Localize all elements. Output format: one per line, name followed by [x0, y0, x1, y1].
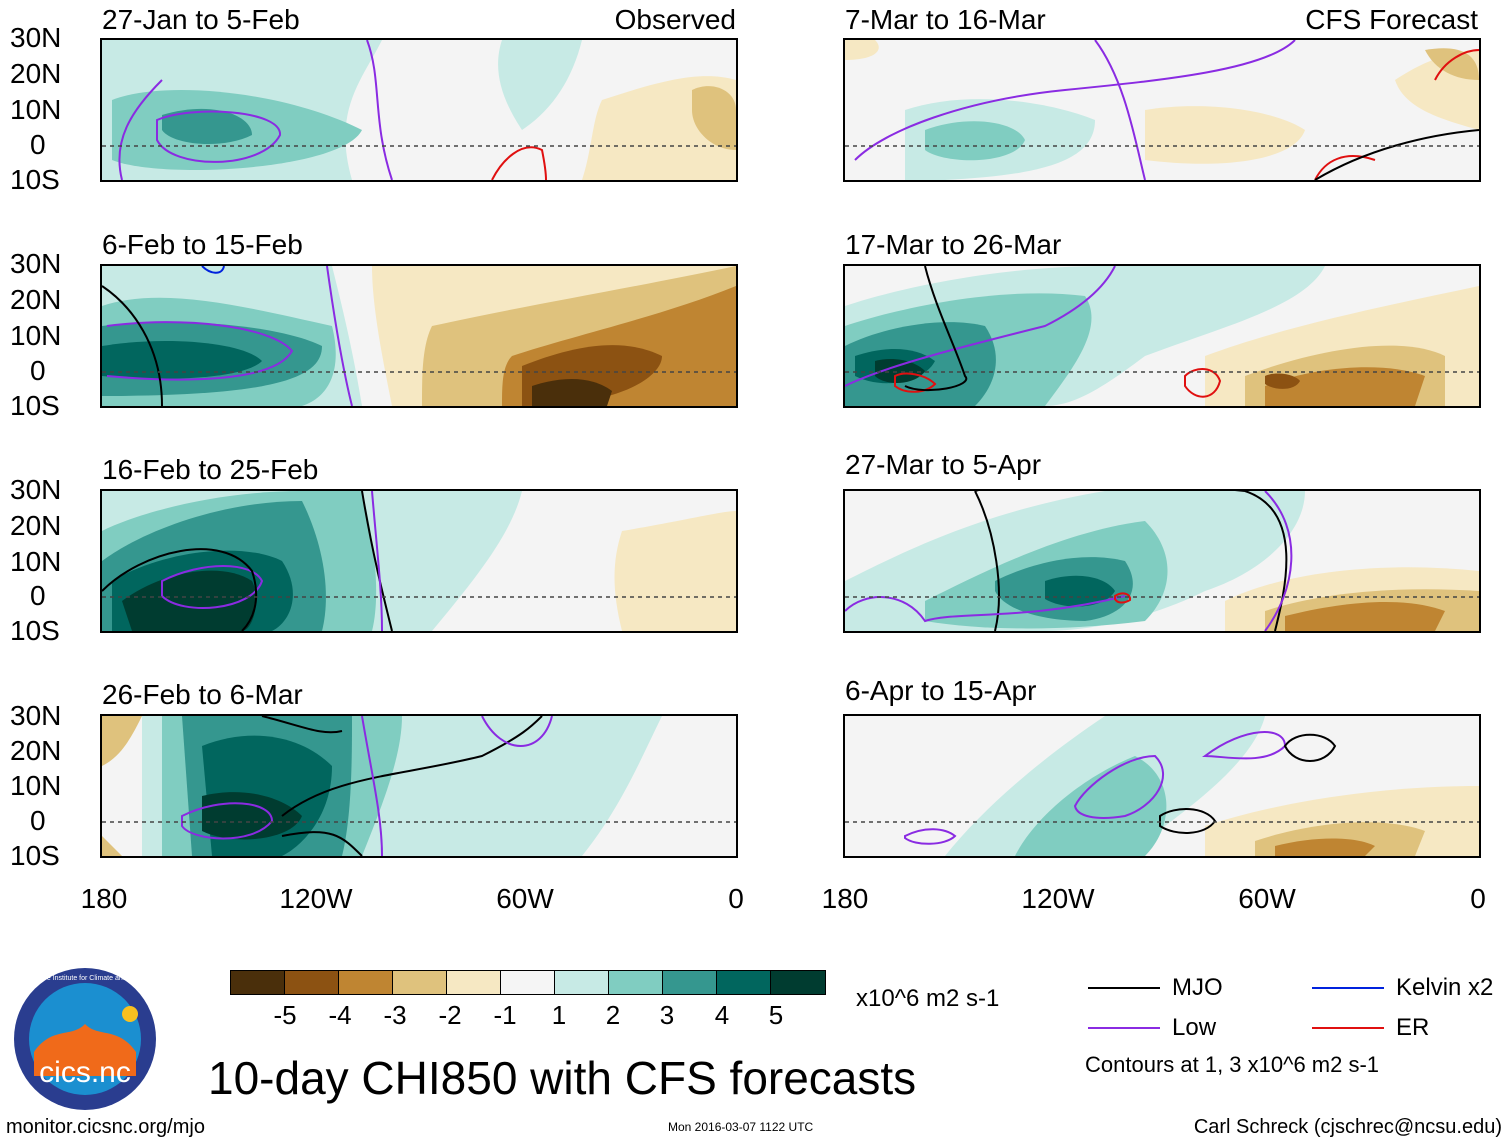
logo-text: cics.nc [39, 1056, 131, 1089]
anomaly-field [845, 266, 1479, 406]
colorbar-cell [663, 971, 717, 994]
panel-title: 27-Mar to 5-Apr [845, 449, 1042, 480]
legend-label: ER [1396, 1014, 1430, 1041]
y-tick: 0 [30, 580, 46, 611]
observed-label: Observed [614, 4, 736, 35]
panel-title: 17-Mar to 26-Mar [845, 229, 1062, 260]
map-panel-fcst-4 [843, 714, 1481, 858]
y-tick: 20N [10, 58, 62, 89]
legend-label: Kelvin x2 [1396, 974, 1494, 1001]
map-panel-obs-3 [100, 489, 738, 633]
anomaly-field [102, 40, 736, 180]
colorbar-tick: 4 [714, 1000, 730, 1030]
colorbar-tick: -5 [273, 1000, 297, 1030]
y-tick: 10S [10, 615, 60, 646]
colorbar [230, 970, 826, 995]
contour-note: Contours at 1, 3 x10^6 m2 s-1 [1085, 1052, 1380, 1077]
y-tick: 20N [10, 735, 62, 766]
y-tick: 10S [10, 840, 60, 871]
x-tick: 0 [1470, 883, 1486, 914]
x-tick: 60W [496, 883, 554, 914]
panel-title: 7-Mar to 16-Mar [845, 4, 1046, 35]
legend-swatch [1312, 987, 1384, 989]
legend-swatch [1088, 1027, 1160, 1029]
author-credit: Carl Schreck (cjschrec@ncsu.edu) [1193, 1116, 1502, 1138]
colorbar-tick: -1 [493, 1000, 517, 1030]
legend-swatch [1312, 1027, 1384, 1029]
colorbar-tick: -3 [383, 1000, 407, 1030]
y-tick: 10N [10, 546, 62, 577]
colorbar-cell [501, 971, 555, 994]
panel-title: 27-Jan to 5-Feb [102, 4, 300, 35]
timestamp: Mon 2016-03-07 1122 UTC [668, 1120, 814, 1134]
y-tick: 30N [10, 700, 62, 731]
colorbar-cell [771, 971, 825, 994]
colorbar-cell [609, 971, 663, 994]
anomaly-field [845, 491, 1479, 631]
y-tick: 30N [10, 248, 62, 279]
colorbar-cell [393, 971, 447, 994]
cics-logo: cics.nc Cooperative Institute for Climat… [13, 968, 157, 1110]
map-panel-fcst-1 [843, 38, 1481, 182]
y-tick: 0 [30, 805, 46, 836]
y-tick: 10N [10, 320, 62, 351]
forecast-label: CFS Forecast [1305, 4, 1478, 35]
y-tick: 20N [10, 510, 62, 541]
map-panel-fcst-3 [843, 489, 1481, 633]
y-tick: 10S [10, 164, 60, 195]
y-tick: 30N [10, 474, 62, 505]
anomaly-field [845, 40, 1479, 180]
colorbar-tick: 5 [768, 1000, 784, 1030]
legend-swatch [1088, 987, 1160, 989]
x-tick: 180 [80, 883, 128, 914]
panel-title: 26-Feb to 6-Mar [102, 679, 303, 710]
colorbar-tick: 1 [551, 1000, 567, 1030]
x-tick: 60W [1238, 883, 1296, 914]
colorbar-cell [717, 971, 771, 994]
x-tick: 0 [728, 883, 744, 914]
anomaly-field [845, 716, 1479, 856]
y-tick: 30N [10, 22, 62, 53]
legend-mjo: MJO [1088, 974, 1223, 1002]
logo-ring-text: Cooperative Institute for Climate and Sa… [13, 975, 157, 982]
legend-label: MJO [1172, 974, 1223, 1001]
map-panel-obs-2 [100, 264, 738, 408]
anomaly-field [102, 491, 736, 631]
legend-low: Low [1088, 1014, 1216, 1042]
colorbar-units: x10^6 m2 s-1 [856, 985, 1000, 1012]
y-tick: 20N [10, 284, 62, 315]
colorbar-tick: 3 [659, 1000, 675, 1030]
panel-title: 16-Feb to 25-Feb [102, 454, 319, 485]
x-tick: 120W [1021, 883, 1095, 914]
colorbar-cell [447, 971, 501, 994]
source-url: monitor.cicsnc.org/mjo [6, 1116, 205, 1138]
legend-er: ER [1312, 1014, 1429, 1042]
figure-title: 10-day CHI850 with CFS forecasts [208, 1052, 917, 1104]
anomaly-field [102, 716, 736, 856]
colorbar-cell [555, 971, 609, 994]
colorbar-cell [285, 971, 339, 994]
x-tick: 180 [821, 883, 869, 914]
map-panel-obs-4 [100, 714, 738, 858]
legend-label: Low [1172, 1014, 1217, 1041]
colorbar-tick: -4 [328, 1000, 352, 1030]
colorbar-tick: -2 [438, 1000, 462, 1030]
y-tick: 10S [10, 390, 60, 421]
legend-kelvin: Kelvin x2 [1312, 974, 1493, 1002]
panel-title: 6-Feb to 15-Feb [102, 229, 303, 260]
map-panel-fcst-2 [843, 264, 1481, 408]
y-tick: 0 [30, 129, 46, 160]
colorbar-cell [231, 971, 285, 994]
y-tick: 10N [10, 770, 62, 801]
panel-title: 6-Apr to 15-Apr [845, 675, 1037, 706]
colorbar-tick: 2 [605, 1000, 621, 1030]
anomaly-field [102, 266, 736, 406]
y-tick: 10N [10, 94, 62, 125]
x-tick: 120W [279, 883, 353, 914]
y-tick: 0 [30, 355, 46, 386]
colorbar-cell [339, 971, 393, 994]
map-panel-obs-1 [100, 38, 738, 182]
